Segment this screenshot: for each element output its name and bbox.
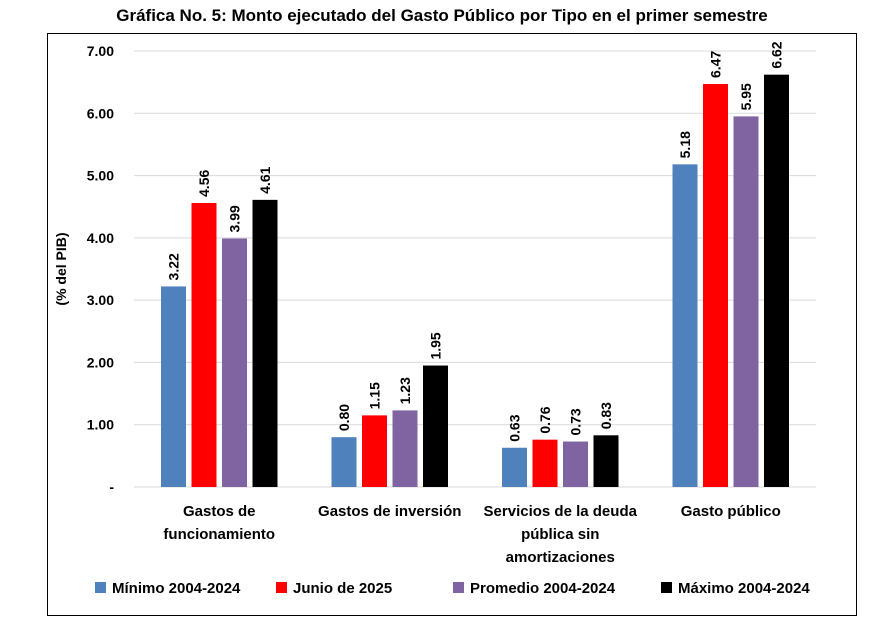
x-tick-label: Gasto público (681, 503, 781, 520)
legend-label: Mínimo 2004-2024 (112, 580, 241, 597)
bar (222, 238, 247, 487)
data-label: 3.22 (166, 253, 182, 280)
chart-title: Gráfica No. 5: Monto ejecutado del Gasto… (116, 6, 768, 25)
bar (161, 286, 186, 487)
data-label: 1.95 (428, 332, 444, 359)
bar (703, 84, 728, 488)
x-tick-label: Servicios de la deuda (484, 503, 638, 520)
chart-frame (47, 33, 857, 616)
bar (362, 415, 387, 487)
x-tick-label: Gastos de inversión (318, 503, 461, 520)
legend-swatch (276, 582, 287, 593)
data-label: 5.95 (738, 83, 754, 110)
y-tick-label: - (109, 479, 114, 495)
bar (392, 410, 418, 487)
data-label: 6.62 (769, 41, 785, 68)
y-tick-label: 4.00 (87, 230, 114, 246)
y-axis-label: (% del PIB) (53, 232, 69, 305)
data-label: 0.83 (598, 402, 614, 429)
y-tick-label: 5.00 (87, 168, 114, 184)
data-label: 1.15 (367, 382, 383, 409)
bar (563, 441, 588, 487)
legend-swatch (453, 582, 464, 593)
data-label: 6.47 (708, 51, 724, 78)
bar (423, 365, 448, 487)
data-label: 1.23 (397, 377, 413, 404)
legend-label: Promedio 2004-2024 (470, 580, 616, 597)
data-label: 4.56 (196, 170, 212, 197)
y-tick-label: 7.00 (87, 43, 114, 59)
data-label: 0.73 (568, 408, 584, 435)
data-label: 0.76 (537, 406, 553, 433)
data-label: 3.99 (227, 205, 243, 232)
x-tick-label: pública sin (521, 526, 599, 543)
bar (191, 202, 217, 487)
legend-label: Junio de 2025 (293, 580, 392, 597)
y-tick-label: 3.00 (87, 292, 114, 308)
x-tick-label: amortizaciones (506, 549, 615, 566)
data-label: 5.18 (677, 131, 693, 158)
data-label: 0.63 (507, 414, 523, 441)
bar (672, 164, 698, 488)
data-label: 0.80 (336, 404, 352, 431)
legend-swatch (661, 582, 672, 593)
bar (733, 116, 759, 488)
x-tick-label: Gastos de (183, 503, 256, 520)
y-tick-label: 2.00 (87, 354, 114, 370)
bar (593, 435, 619, 487)
legend-swatch (95, 582, 106, 593)
bar (252, 199, 278, 487)
y-tick-label: 1.00 (87, 417, 114, 433)
data-label: 4.61 (257, 166, 273, 193)
bar (502, 447, 527, 487)
bar (764, 74, 789, 487)
legend-label: Máximo 2004-2024 (678, 580, 810, 597)
bar (532, 439, 558, 487)
y-tick-label: 6.00 (87, 105, 114, 121)
bar (331, 437, 357, 487)
x-tick-label: funcionamiento (163, 526, 275, 543)
